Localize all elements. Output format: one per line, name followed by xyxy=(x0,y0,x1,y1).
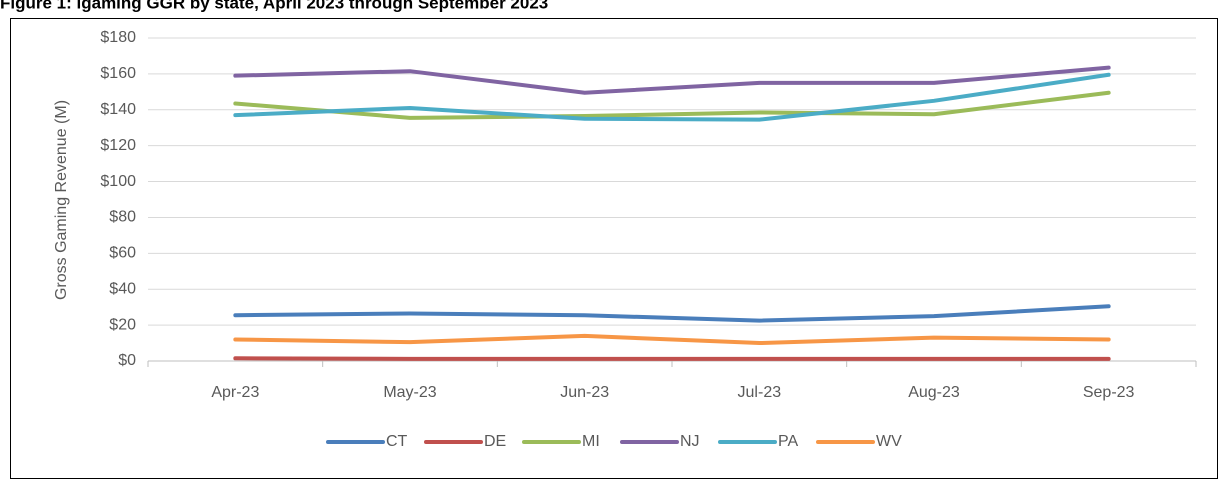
series-line xyxy=(233,65,1111,95)
legend-label: PA xyxy=(778,433,798,450)
legend-label: NJ xyxy=(680,433,700,450)
legend-label: WV xyxy=(876,433,902,450)
x-tick-label: Jun-23 xyxy=(560,384,609,401)
y-tick-label: $100 xyxy=(100,173,136,190)
y-tick-label: $160 xyxy=(100,65,136,82)
y-tick-label: $60 xyxy=(109,245,136,262)
legend-label: DE xyxy=(484,433,506,450)
legend-label: MI xyxy=(582,433,600,450)
series-line xyxy=(233,333,1111,346)
series-line xyxy=(233,356,1111,361)
x-tick-label: Jul-23 xyxy=(738,384,782,401)
x-tick-label: Sep-23 xyxy=(1083,384,1135,401)
y-tick-label: $80 xyxy=(109,209,136,226)
y-tick-label: $40 xyxy=(109,280,136,297)
y-tick-label: $120 xyxy=(100,137,136,154)
series-line xyxy=(233,90,1111,120)
x-tick-label: Apr-23 xyxy=(211,384,259,401)
series-line xyxy=(233,72,1111,122)
y-axis-title: Gross Gaming Revenue (M) xyxy=(53,100,70,300)
y-tick-label: $140 xyxy=(100,101,136,118)
chart-title: Figure 1: igaming GGR by state, April 20… xyxy=(0,0,548,12)
y-tick-label: $20 xyxy=(109,316,136,333)
x-tick-label: Aug-23 xyxy=(908,384,960,401)
legend-label: CT xyxy=(386,433,408,450)
series-line xyxy=(233,304,1111,323)
chart-frame xyxy=(10,18,1218,479)
y-tick-label: $0 xyxy=(118,352,136,369)
y-tick-label: $180 xyxy=(100,29,136,46)
x-tick-label: May-23 xyxy=(383,384,436,401)
